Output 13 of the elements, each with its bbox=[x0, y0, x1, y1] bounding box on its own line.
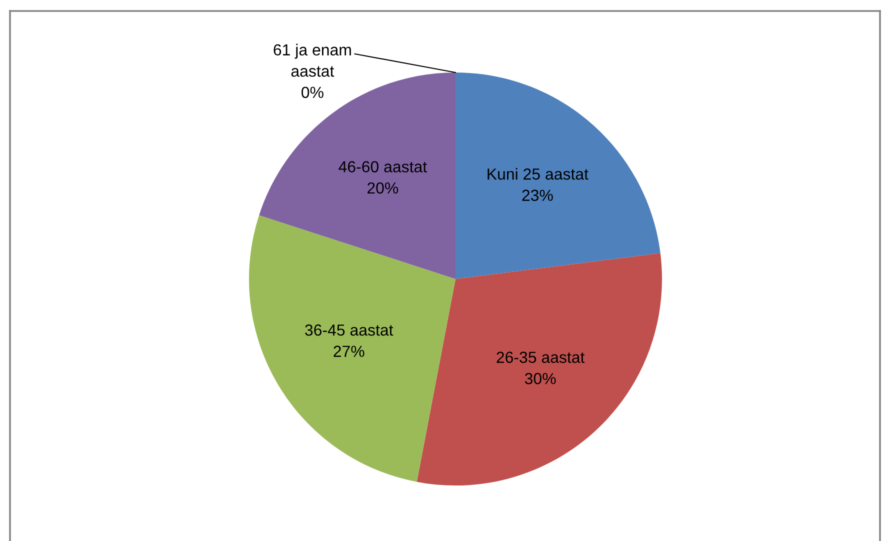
slice-label: 46-60 aastat bbox=[338, 161, 427, 172]
pie-slice bbox=[416, 253, 662, 486]
data-label: 23% bbox=[522, 190, 553, 201]
data-label: 30% bbox=[524, 372, 556, 384]
slice-label: Kuni 25 aastat bbox=[488, 168, 588, 180]
pie-slice bbox=[456, 72, 660, 279]
text: 0% bbox=[302, 86, 324, 98]
slice-label: 36-45 aastat bbox=[305, 324, 394, 336]
data-label: 20% bbox=[367, 182, 398, 194]
slice-label: 26-35 aastat bbox=[496, 352, 585, 363]
pie-slice bbox=[249, 215, 456, 482]
data-label: 27% bbox=[334, 346, 364, 357]
category-label: 61 ja enam aastat bbox=[274, 44, 351, 77]
